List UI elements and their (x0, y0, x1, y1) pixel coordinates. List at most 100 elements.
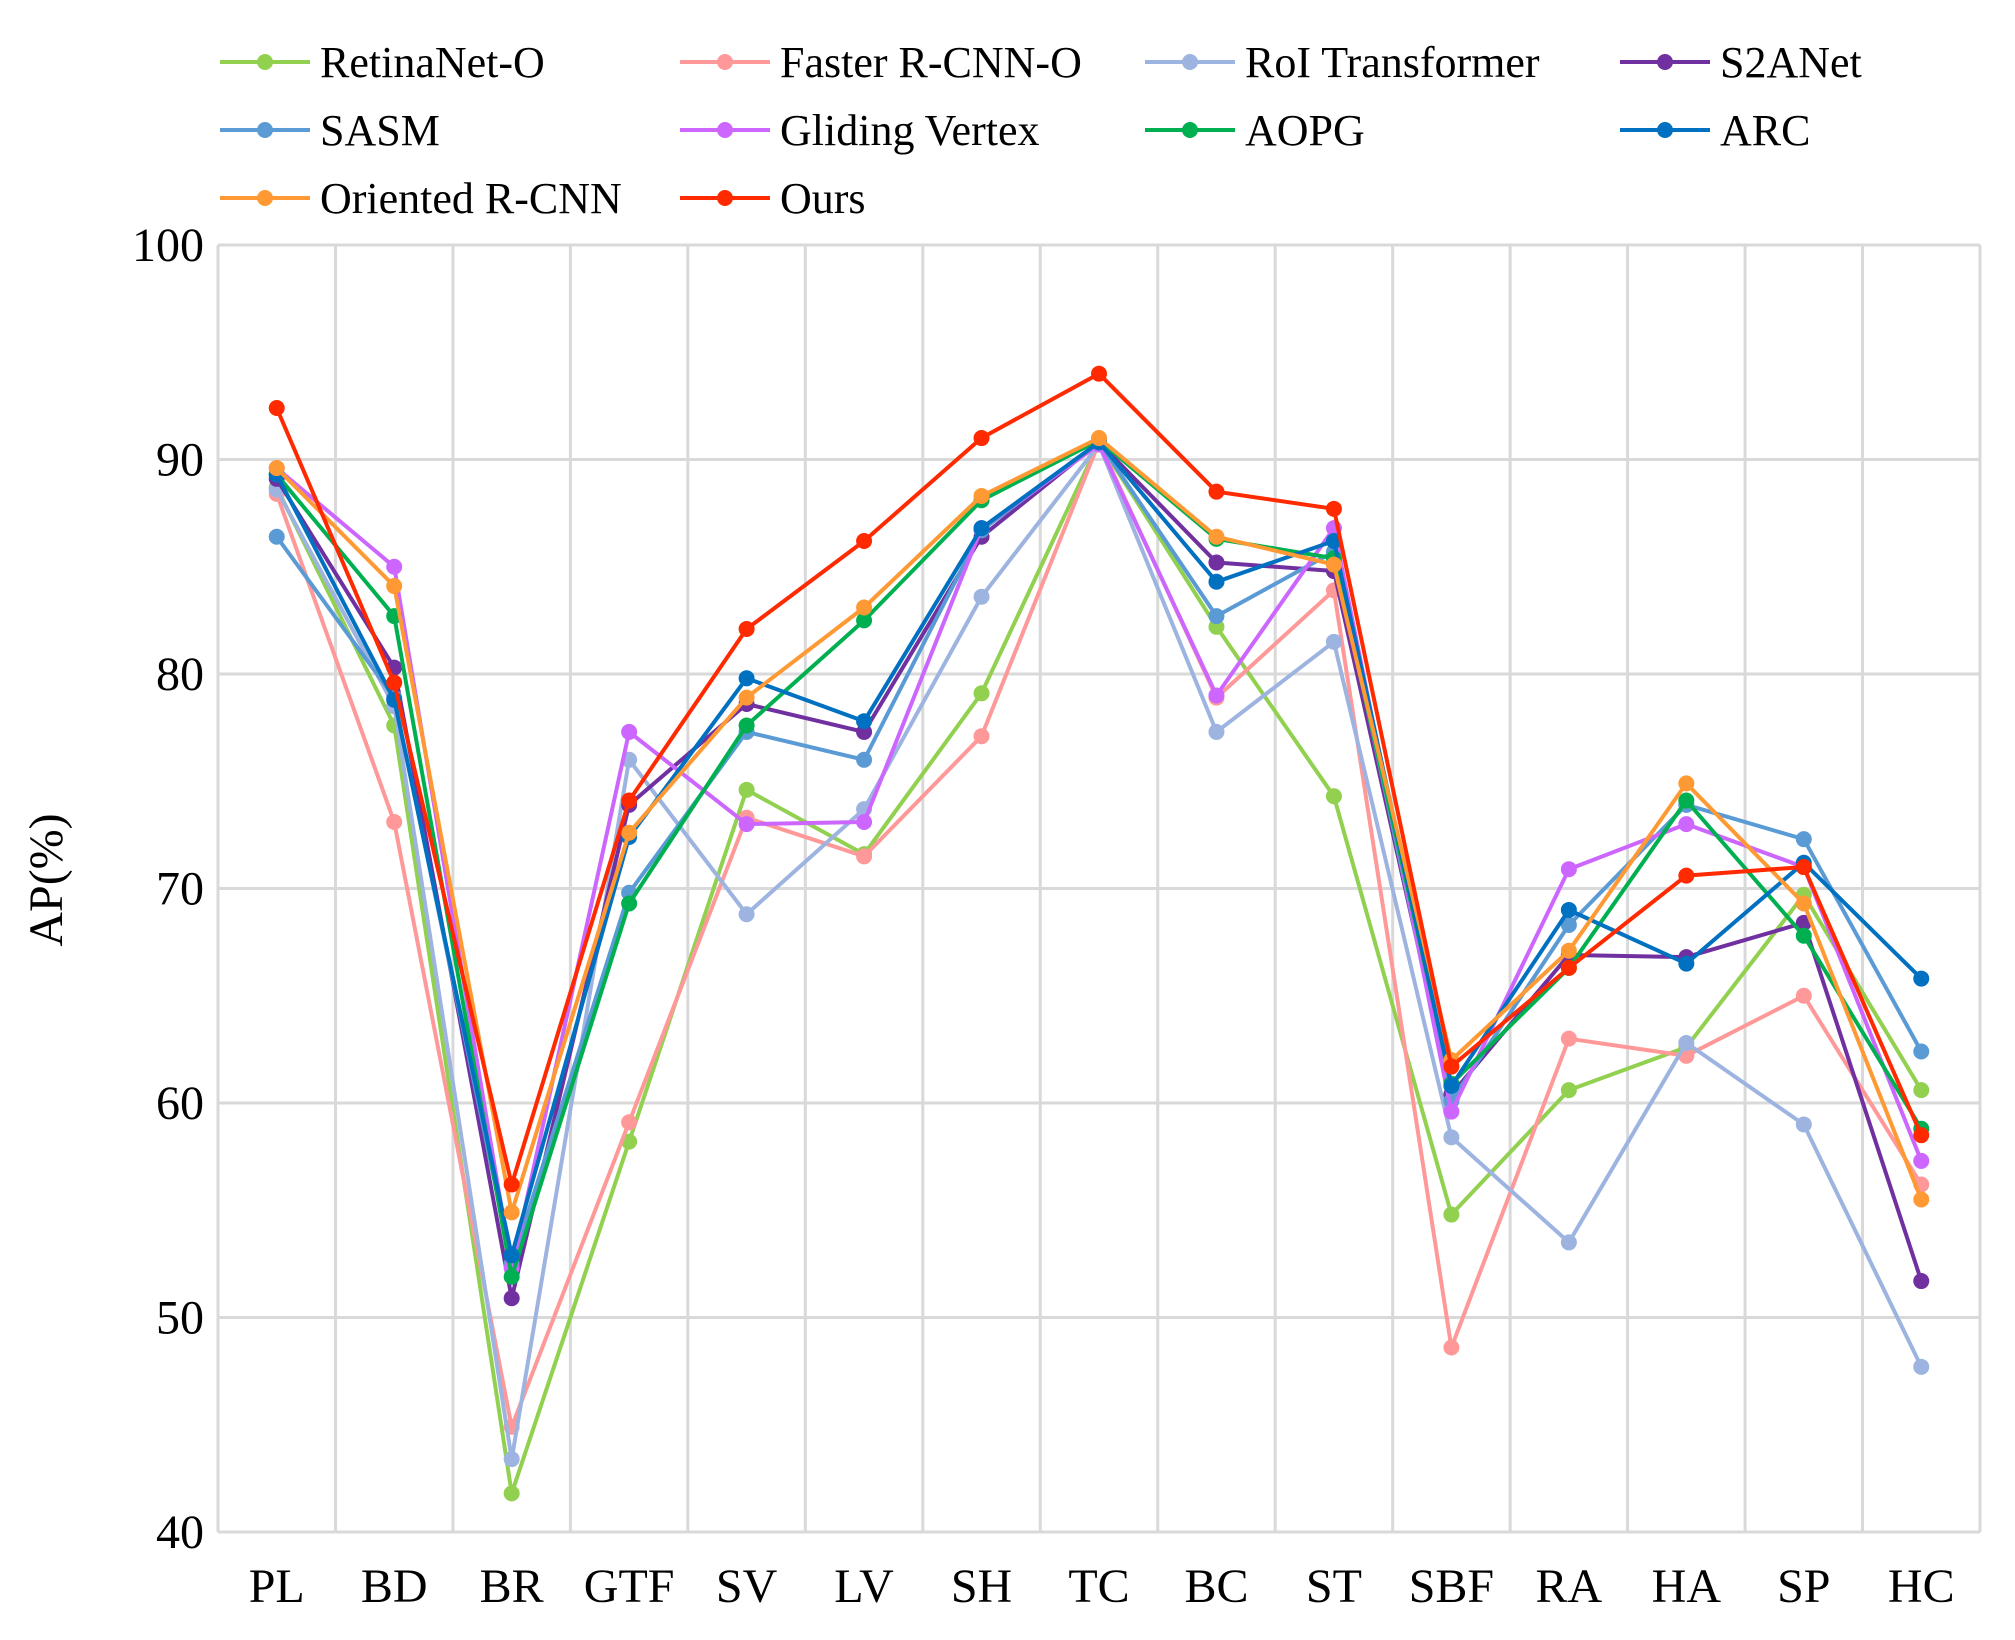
data-point (1560, 1030, 1577, 1047)
legend-item: AOPG (1145, 106, 1365, 155)
data-point (738, 620, 755, 637)
data-point (1091, 430, 1107, 447)
data-point (973, 728, 990, 745)
data-point (1560, 901, 1577, 918)
data-point (503, 1268, 520, 1285)
data-point (621, 895, 638, 912)
x-tick-label: SV (716, 1560, 778, 1613)
legend-swatch-marker (717, 190, 733, 206)
data-point (1208, 687, 1225, 704)
x-tick-label: BD (361, 1560, 428, 1613)
x-tick-label: BR (480, 1560, 544, 1613)
data-point (1325, 500, 1342, 517)
legend-swatch-marker (1182, 54, 1198, 70)
x-tick-label: LV (834, 1560, 894, 1613)
data-point (1913, 1127, 1930, 1144)
y-tick-label: 40 (156, 1506, 204, 1559)
data-point (621, 824, 638, 841)
data-point (1443, 1077, 1460, 1094)
y-tick-label: 100 (132, 219, 204, 272)
x-tick-label: RA (1536, 1560, 1603, 1613)
data-point (738, 781, 755, 798)
legend-label: ARC (1720, 106, 1810, 155)
legend-item: Gliding Vertex (680, 106, 1040, 155)
data-point (738, 717, 755, 734)
x-tick-label: TC (1068, 1560, 1129, 1613)
data-point (1443, 1103, 1460, 1120)
series-lines (268, 365, 1930, 1502)
data-point (386, 578, 403, 595)
x-tick-label: BC (1184, 1560, 1248, 1613)
data-point (268, 400, 285, 417)
data-point (386, 674, 403, 691)
data-point (1208, 608, 1225, 625)
series-8 (268, 430, 1930, 1221)
data-point (856, 533, 873, 550)
legend-swatch-marker (257, 190, 273, 206)
data-point (1325, 556, 1342, 573)
data-point (1208, 573, 1225, 590)
data-point (738, 670, 755, 687)
data-point (973, 685, 990, 702)
legend-item: RetinaNet-O (220, 38, 545, 87)
series-2 (268, 436, 1930, 1468)
legend-item: Oriented R-CNN (220, 174, 622, 223)
data-point (973, 487, 990, 504)
x-tick-label: SH (951, 1560, 1012, 1613)
legend-item: SASM (220, 106, 440, 155)
data-point (1560, 1082, 1577, 1099)
data-point (856, 599, 873, 616)
series-1 (268, 434, 1930, 1435)
data-point (1795, 831, 1812, 848)
series-line (274, 440, 1923, 1258)
data-point (503, 1290, 520, 1307)
data-point (1443, 1058, 1460, 1075)
data-point (856, 713, 873, 730)
data-point (1208, 554, 1225, 571)
data-point (856, 751, 873, 768)
legend-swatch-marker (1182, 122, 1198, 138)
legend-item: S2ANet (1620, 38, 1862, 87)
legend-swatch-marker (1657, 54, 1673, 70)
legend-label: Ours (780, 174, 866, 223)
data-point (1560, 1234, 1577, 1251)
legend-swatch-marker (257, 54, 273, 70)
data-point (1795, 895, 1812, 912)
data-point (503, 1485, 520, 1502)
data-point (1913, 970, 1930, 987)
data-point (738, 816, 755, 833)
x-tick-label: SP (1777, 1560, 1830, 1613)
data-point (973, 430, 990, 447)
data-point (1560, 959, 1577, 976)
data-point (1325, 633, 1342, 650)
x-tick-label: ST (1306, 1560, 1362, 1613)
data-point (1678, 775, 1695, 792)
x-tick-label: SBF (1409, 1560, 1494, 1613)
data-point (1913, 1152, 1930, 1169)
legend: RetinaNet-O Faster R-CNN-O RoI Transformer… (220, 38, 1862, 223)
data-point (1208, 723, 1225, 740)
y-tick-label: 90 (156, 434, 204, 487)
data-point (1913, 1273, 1930, 1290)
data-point (856, 848, 873, 865)
series-6 (268, 432, 1930, 1285)
legend-label: Faster R-CNN-O (780, 38, 1082, 87)
legend-label: RoI Transformer (1245, 38, 1540, 87)
data-point (1560, 942, 1577, 959)
data-point (973, 588, 990, 605)
legend-label: Oriented R-CNN (320, 174, 622, 223)
data-point (738, 689, 755, 706)
data-point (386, 814, 403, 831)
legend-label: RetinaNet-O (320, 38, 545, 87)
data-point (1795, 927, 1812, 944)
data-point (268, 528, 285, 545)
data-point (503, 1451, 520, 1468)
x-tick-label: HA (1652, 1560, 1722, 1613)
data-point (621, 792, 638, 809)
data-point (1678, 867, 1695, 884)
data-point (1678, 1034, 1695, 1051)
data-point (503, 1204, 520, 1221)
legend-swatch-marker (1657, 122, 1673, 138)
data-point (1325, 788, 1342, 805)
